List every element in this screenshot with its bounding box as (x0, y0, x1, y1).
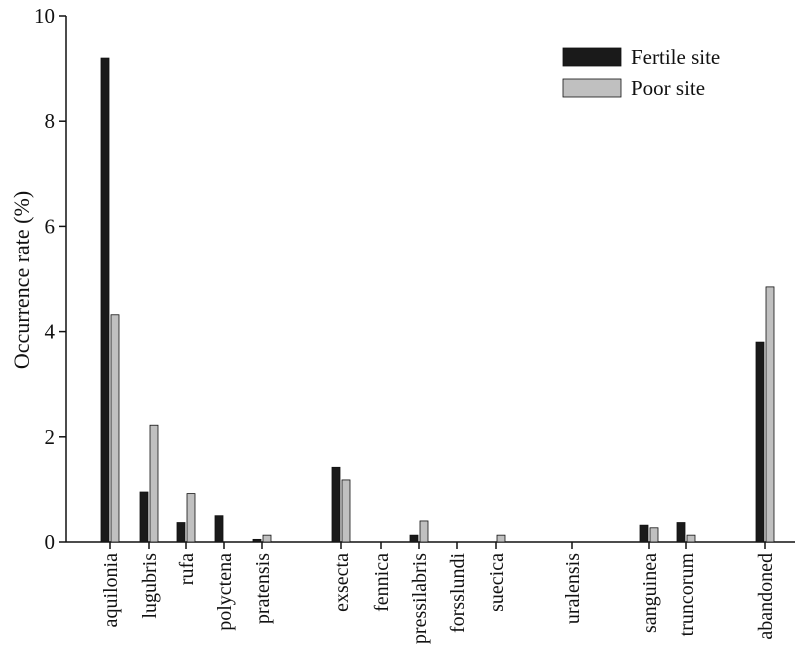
y-tick-label: 0 (45, 530, 56, 554)
x-tick-label: pratensis (252, 553, 274, 624)
poor-site-bar (341, 479, 351, 543)
x-tick-label: truncorum (676, 553, 698, 637)
x-tick-label: uralensis (562, 553, 584, 624)
y-tick-label: 10 (34, 4, 55, 28)
y-axis-title: Occurrence rate (%) (9, 191, 34, 369)
x-tick-label: exsecta (331, 553, 353, 612)
x-tick-label: polyctena (214, 553, 236, 631)
poor-site-bar (765, 286, 775, 543)
legend-label-fertile: Fertile site (631, 45, 720, 69)
poor-site-bar (419, 520, 429, 543)
x-tick-label: suecica (486, 553, 508, 612)
fertile-site-bar (139, 491, 149, 543)
fertile-site-bar (676, 522, 686, 543)
x-tick-label: sanguinea (639, 553, 661, 633)
bars (100, 57, 775, 543)
fertile-site-bar (176, 522, 186, 543)
fertile-site-bar (409, 534, 419, 543)
y-tick-label: 4 (45, 320, 56, 344)
fertile-site-bar (331, 466, 341, 543)
x-tick-label: aquilonia (100, 553, 122, 628)
poor-site-bar (110, 314, 120, 543)
x-tick-label: lugubris (139, 553, 161, 619)
x-tick-label: abandoned (755, 553, 777, 640)
poor-site-bar (649, 527, 659, 543)
y-tick-label: 2 (45, 425, 56, 449)
legend-swatch-fertile (562, 47, 622, 67)
fertile-site-bar (639, 524, 649, 543)
poor-site-bar (496, 534, 506, 543)
poor-site-bar (186, 493, 196, 543)
fertile-site-bar (252, 538, 262, 543)
x-tick-label: fennica (371, 553, 393, 612)
fertile-site-bar (100, 57, 110, 543)
poor-site-bar (262, 534, 272, 543)
legend-label-poor: Poor site (631, 76, 705, 100)
legend-swatch-poor (562, 78, 622, 98)
legend: Fertile site Poor site (562, 45, 720, 100)
fertile-site-bar (214, 515, 224, 543)
y-tick-label: 8 (45, 109, 56, 133)
category-labels: aquilonia lugubris rufa polyctena pratensis e… (100, 553, 777, 645)
y-tick-label: 6 (45, 214, 56, 238)
poor-site-bar (686, 534, 696, 543)
x-tick-label: rufa (176, 553, 198, 585)
poor-site-bar (149, 424, 159, 543)
x-tick-label: pressilabris (409, 553, 431, 644)
x-tick-label: forsslundi (447, 553, 469, 633)
fertile-site-bar (755, 341, 765, 543)
